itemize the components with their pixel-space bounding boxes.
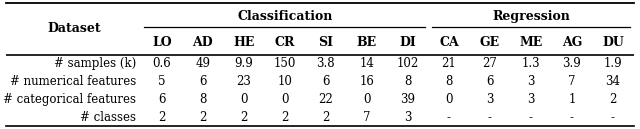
Text: # numerical features: # numerical features [10, 75, 136, 88]
Text: GE: GE [480, 36, 500, 49]
Text: 8: 8 [445, 75, 452, 88]
Text: DI: DI [399, 36, 416, 49]
Text: 2: 2 [281, 111, 289, 124]
Text: 2: 2 [158, 111, 166, 124]
Text: DU: DU [602, 36, 624, 49]
Text: Classification: Classification [237, 10, 333, 23]
Text: 150: 150 [274, 57, 296, 70]
Text: 3: 3 [404, 111, 412, 124]
Text: 49: 49 [195, 57, 211, 70]
Text: 7: 7 [363, 111, 371, 124]
Text: 0: 0 [445, 93, 452, 106]
Text: 1: 1 [568, 93, 575, 106]
Text: AD: AD [193, 36, 213, 49]
Text: 6: 6 [199, 75, 207, 88]
Text: 0: 0 [363, 93, 371, 106]
Text: CA: CA [439, 36, 459, 49]
Text: 2: 2 [609, 93, 617, 106]
Text: 5: 5 [158, 75, 166, 88]
Text: 8: 8 [199, 93, 207, 106]
Text: 102: 102 [397, 57, 419, 70]
Text: 1.3: 1.3 [522, 57, 540, 70]
Text: 10: 10 [277, 75, 292, 88]
Text: 27: 27 [483, 57, 497, 70]
Text: 2: 2 [240, 111, 248, 124]
Text: # classes: # classes [80, 111, 136, 124]
Text: # samples (k): # samples (k) [54, 57, 136, 70]
Text: 23: 23 [236, 75, 252, 88]
Text: 21: 21 [442, 57, 456, 70]
Text: 14: 14 [360, 57, 374, 70]
Text: AG: AG [562, 36, 582, 49]
Text: -: - [447, 111, 451, 124]
Text: SI: SI [318, 36, 333, 49]
Text: 3.9: 3.9 [563, 57, 581, 70]
Text: ME: ME [519, 36, 543, 49]
Text: 6: 6 [158, 93, 166, 106]
Text: 7: 7 [568, 75, 576, 88]
Text: -: - [529, 111, 533, 124]
Text: 6: 6 [486, 75, 493, 88]
Text: BE: BE [356, 36, 377, 49]
Text: 3.8: 3.8 [317, 57, 335, 70]
Text: Dataset: Dataset [47, 22, 100, 35]
Text: CR: CR [275, 36, 295, 49]
Text: -: - [611, 111, 615, 124]
Text: 22: 22 [319, 93, 333, 106]
Text: 0.6: 0.6 [152, 57, 171, 70]
Text: HE: HE [233, 36, 255, 49]
Text: -: - [570, 111, 574, 124]
Text: 3: 3 [486, 93, 493, 106]
Text: 2: 2 [199, 111, 207, 124]
Text: Regression: Regression [492, 10, 570, 23]
Text: 9.9: 9.9 [234, 57, 253, 70]
Text: 34: 34 [605, 75, 620, 88]
Text: LO: LO [152, 36, 172, 49]
Text: 3: 3 [527, 75, 534, 88]
Text: 6: 6 [322, 75, 330, 88]
Text: 16: 16 [360, 75, 374, 88]
Text: 2: 2 [322, 111, 330, 124]
Text: 0: 0 [240, 93, 248, 106]
Text: 8: 8 [404, 75, 412, 88]
Text: # categorical features: # categorical features [3, 93, 136, 106]
Text: 3: 3 [527, 93, 534, 106]
Text: 1.9: 1.9 [604, 57, 622, 70]
Text: -: - [488, 111, 492, 124]
Text: 0: 0 [281, 93, 289, 106]
Text: 39: 39 [401, 93, 415, 106]
